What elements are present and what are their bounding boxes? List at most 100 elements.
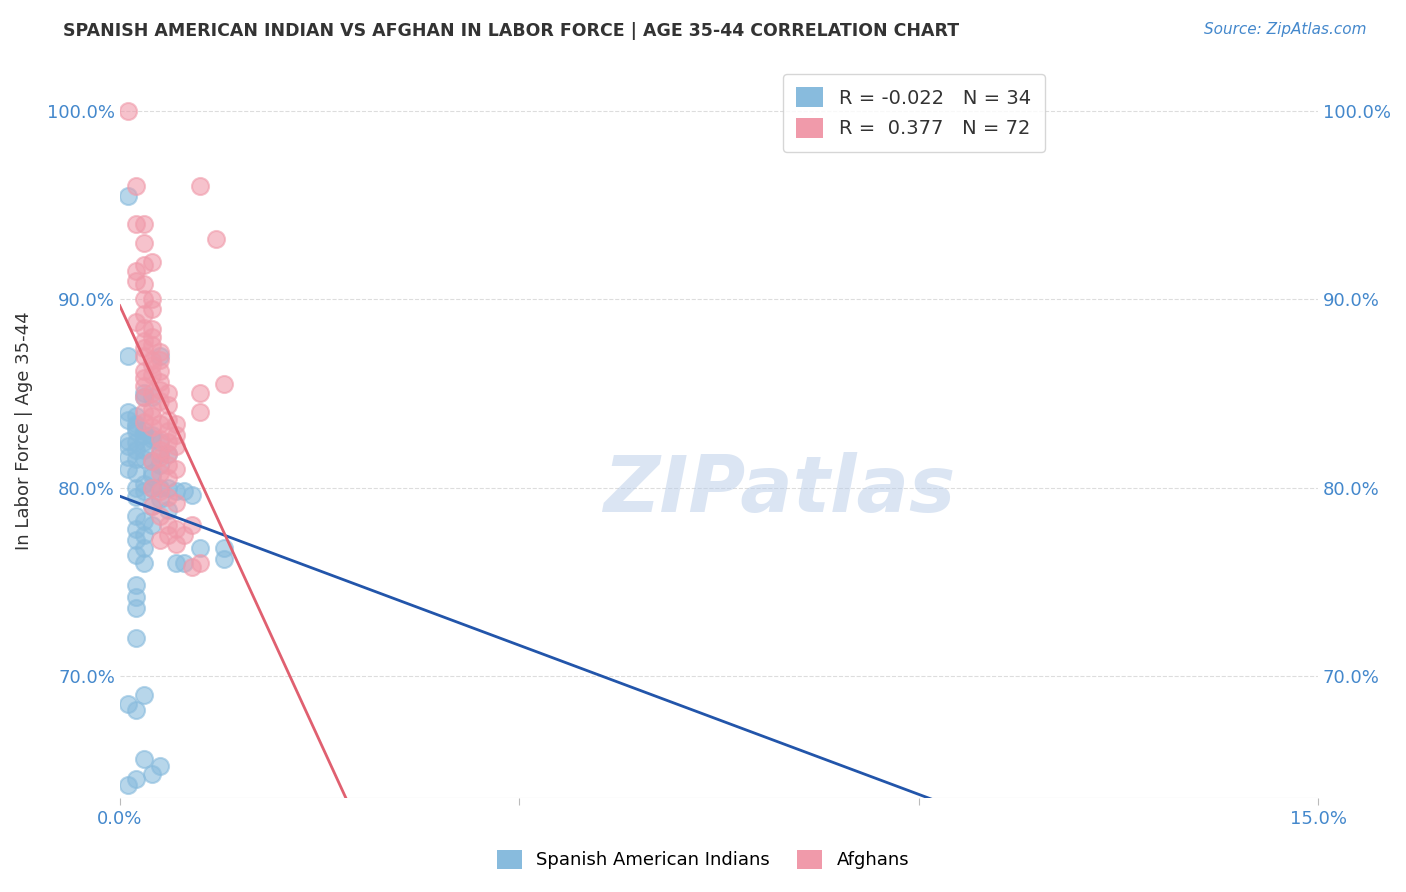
Point (125, 217, 148, 231)
Point (132, 452, 155, 467)
Point (132, 235, 155, 250)
Point (132, 341, 155, 355)
Point (132, 515, 155, 529)
Point (156, 435, 179, 450)
Point (149, 481, 172, 495)
Point (125, 549, 148, 563)
Point (141, 254, 163, 268)
Point (125, 420, 148, 434)
Point (165, 484, 187, 499)
Point (156, 424, 179, 438)
Point (141, 301, 163, 316)
Point (125, 772, 148, 787)
Point (141, 390, 163, 404)
Point (149, 352, 172, 367)
Point (132, 390, 155, 404)
Point (132, 293, 155, 307)
Point (117, 434, 139, 448)
Point (125, 481, 148, 495)
Point (125, 508, 148, 523)
Point (156, 447, 179, 461)
Text: SPANISH AMERICAN INDIAN VS AFGHAN IN LABOR FORCE | AGE 35-44 CORRELATION CHART: SPANISH AMERICAN INDIAN VS AFGHAN IN LAB… (63, 22, 959, 40)
Point (212, 377, 235, 392)
Point (125, 452, 148, 467)
Point (165, 495, 187, 509)
Point (156, 481, 179, 495)
Point (149, 432, 172, 446)
Text: Source: ZipAtlas.com: Source: ZipAtlas.com (1204, 22, 1367, 37)
Point (173, 556, 195, 570)
Point (125, 424, 148, 438)
Point (132, 541, 155, 555)
Point (125, 601, 148, 615)
Point (132, 334, 155, 348)
Point (125, 409, 148, 423)
Point (141, 454, 163, 468)
Point (132, 307, 155, 321)
Point (156, 398, 179, 412)
Point (149, 442, 172, 457)
Point (125, 435, 148, 450)
Point (132, 386, 155, 401)
Point (117, 461, 139, 475)
Point (149, 447, 172, 461)
Point (132, 688, 155, 702)
Point (149, 508, 172, 523)
Point (132, 379, 155, 393)
Point (156, 518, 179, 533)
Point (132, 371, 155, 385)
Point (141, 420, 163, 434)
Point (125, 578, 148, 592)
Point (141, 401, 163, 416)
Point (132, 428, 155, 442)
Point (165, 428, 187, 442)
Point (149, 417, 172, 431)
Text: ZIPatlas: ZIPatlas (603, 452, 955, 528)
Point (141, 500, 163, 514)
Point (141, 368, 163, 382)
Point (149, 375, 172, 389)
Point (132, 217, 155, 231)
Point (117, 189, 139, 203)
Point (132, 556, 155, 570)
Point (117, 778, 139, 792)
Legend: Spanish American Indians, Afghans: Spanish American Indians, Afghans (488, 841, 918, 879)
Point (125, 703, 148, 717)
Point (149, 491, 172, 506)
Point (117, 439, 139, 453)
Point (132, 259, 155, 273)
Point (149, 450, 172, 465)
Point (132, 390, 155, 404)
Point (156, 386, 179, 401)
Point (149, 466, 172, 480)
Point (141, 322, 163, 336)
Point (117, 405, 139, 419)
Point (165, 537, 187, 551)
Point (132, 484, 155, 499)
Point (117, 349, 139, 363)
Point (141, 466, 163, 480)
Point (156, 503, 179, 517)
Point (180, 559, 202, 574)
Point (141, 518, 163, 533)
Point (149, 484, 172, 499)
Point (141, 352, 163, 367)
Point (132, 320, 155, 334)
Point (149, 364, 172, 378)
Point (132, 415, 155, 429)
Point (141, 469, 163, 483)
Point (141, 432, 163, 446)
Point (125, 264, 148, 278)
Point (132, 277, 155, 292)
Point (141, 330, 163, 344)
Point (156, 527, 179, 541)
Point (132, 435, 155, 450)
Point (125, 590, 148, 604)
Point (125, 179, 148, 194)
Point (132, 442, 155, 457)
Point (125, 417, 148, 431)
Point (149, 394, 172, 409)
Point (141, 481, 163, 495)
Point (173, 527, 195, 541)
Point (212, 541, 235, 555)
